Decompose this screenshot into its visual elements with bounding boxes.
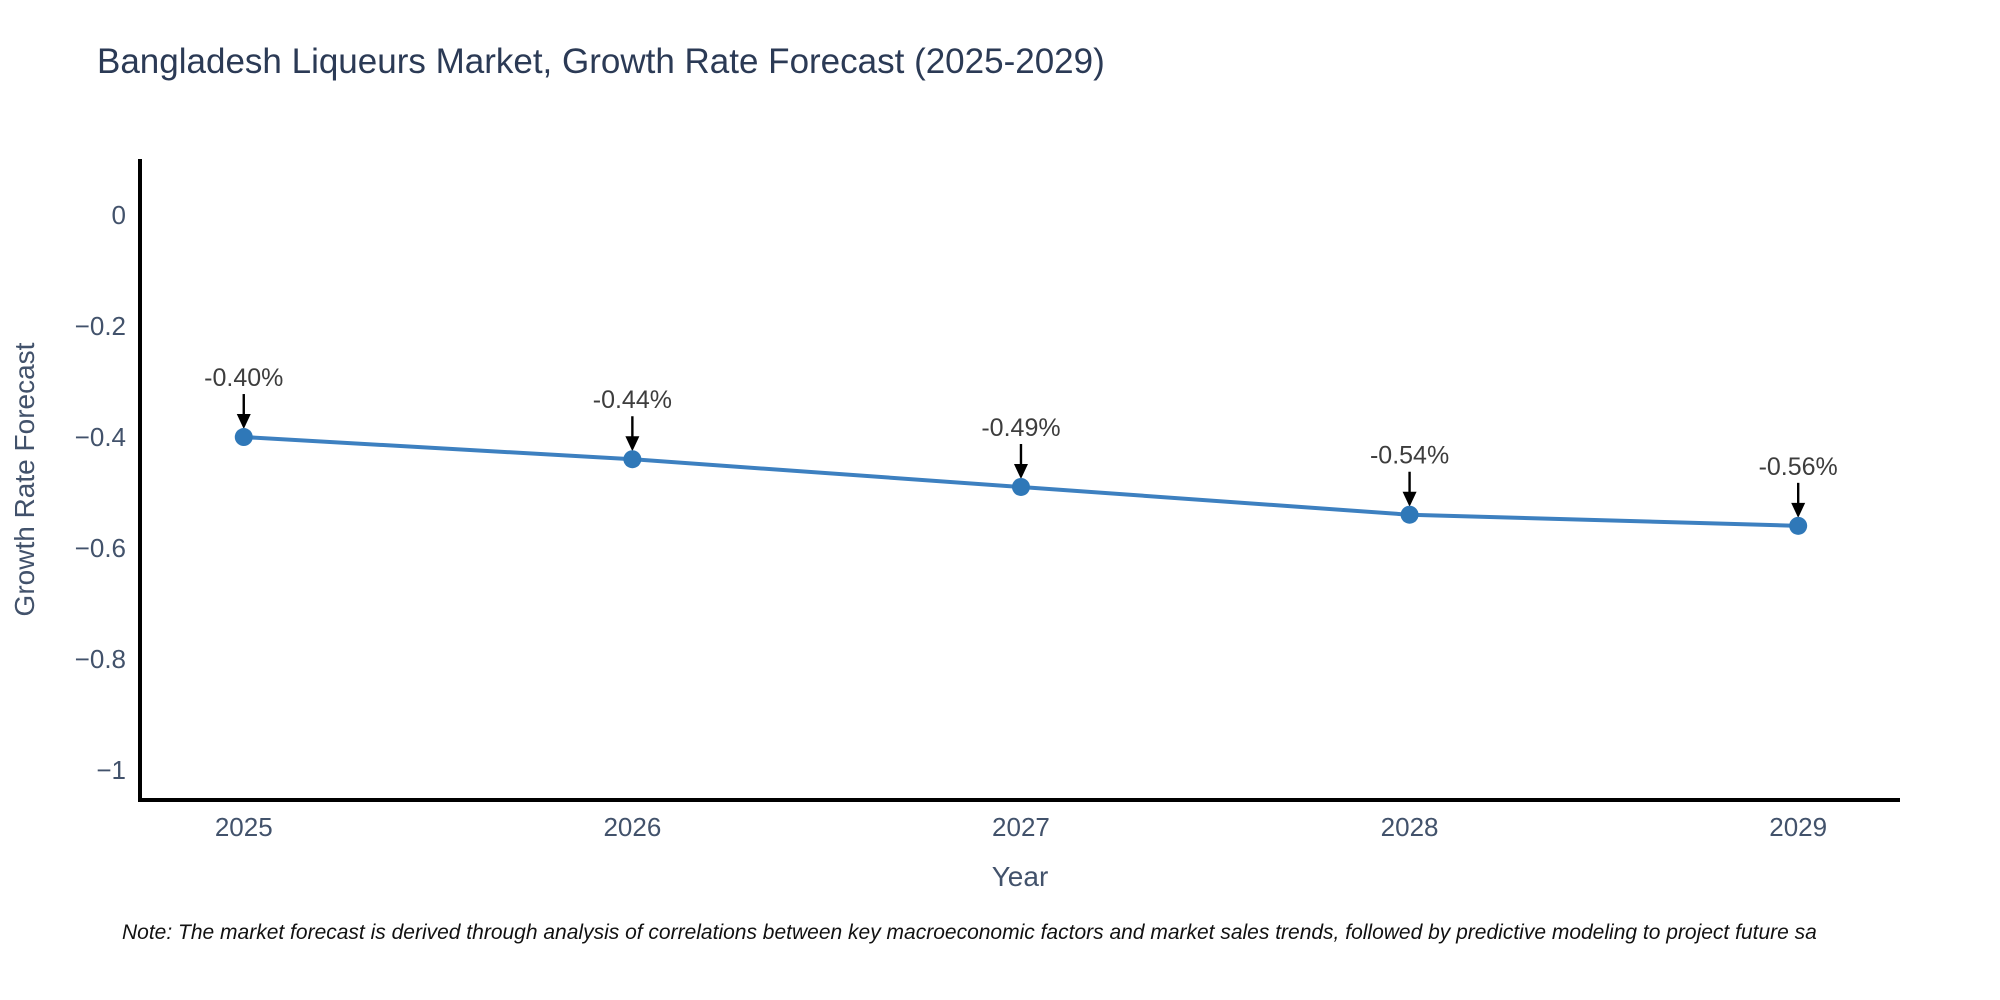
y-tick-label: −0.6 [75, 533, 126, 563]
point-value-label: -0.49% [981, 414, 1060, 442]
x-tick-label: 2026 [603, 812, 661, 842]
x-tick-label: 2027 [992, 812, 1050, 842]
y-tick-label: −0.2 [75, 311, 126, 341]
x-tick-label: 2029 [1769, 812, 1827, 842]
y-tick-label: −0.4 [75, 422, 126, 452]
x-tick-label: 2028 [1381, 812, 1439, 842]
data-point[interactable] [1789, 516, 1808, 535]
annotation-arrow-head-icon [1402, 491, 1417, 507]
point-value-label: -0.54% [1370, 442, 1449, 470]
data-point[interactable] [1400, 505, 1419, 524]
annotation-arrow-head-icon [1013, 463, 1028, 479]
chart-title: Bangladesh Liqueurs Market, Growth Rate … [97, 42, 1105, 81]
y-axis-title: Growth Rate Forecast [9, 342, 40, 616]
point-value-label: -0.40% [204, 364, 283, 392]
annotation-arrow-head-icon [625, 436, 640, 452]
data-point[interactable] [234, 428, 253, 447]
y-tick-label: −0.8 [75, 644, 126, 674]
point-value-label: -0.56% [1759, 453, 1838, 481]
x-tick-label: 2025 [215, 812, 273, 842]
annotation-arrow-head-icon [236, 414, 251, 430]
data-point[interactable] [1011, 477, 1030, 496]
data-point[interactable] [623, 450, 642, 469]
point-value-label: -0.44% [593, 386, 672, 414]
x-axis-title: Year [992, 861, 1049, 892]
y-tick-label: −1 [96, 755, 126, 785]
y-tick-label: 0 [112, 200, 126, 230]
annotation-arrow-head-icon [1791, 502, 1806, 518]
footnote-text: Note: The market forecast is derived thr… [122, 921, 1817, 944]
